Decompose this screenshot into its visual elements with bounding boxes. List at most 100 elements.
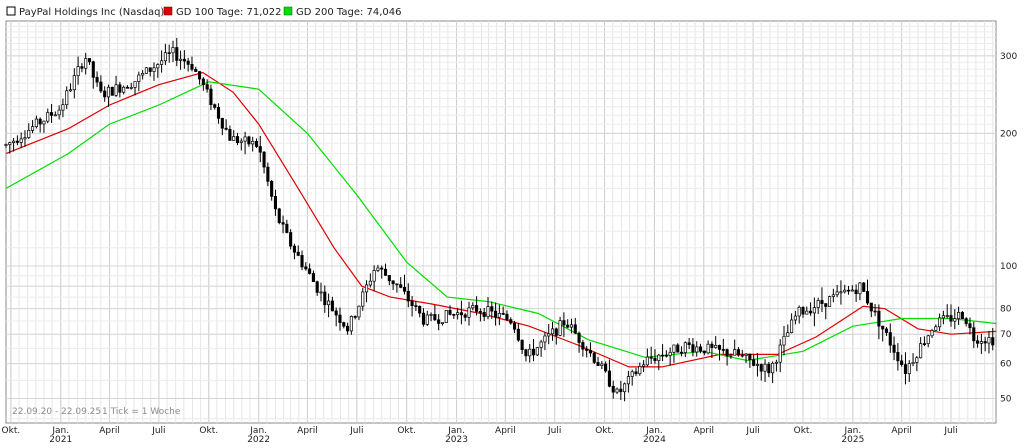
candle-body	[888, 332, 892, 346]
candle-body	[406, 290, 410, 302]
x-tick-label: Jan.	[844, 426, 862, 436]
candle-body	[588, 350, 593, 354]
candle-body	[262, 151, 266, 168]
candle-body	[828, 296, 832, 307]
x-tick-year: 2023	[445, 435, 468, 444]
candle-body	[657, 354, 661, 361]
candle-body	[668, 351, 672, 356]
candle-body	[482, 311, 486, 317]
candle-body	[976, 340, 980, 344]
candle-body	[710, 343, 714, 348]
candle-body	[896, 352, 900, 362]
candle-body	[410, 300, 414, 306]
candle-body	[433, 314, 437, 321]
candle-body	[782, 335, 786, 346]
candle-body	[790, 319, 794, 334]
candle-body	[938, 317, 942, 328]
candle-body	[645, 356, 649, 366]
candle-body	[672, 344, 676, 353]
candle-body	[429, 314, 433, 316]
candle-body	[114, 84, 118, 96]
y-tick-label: 50	[1000, 395, 1012, 405]
candle-body	[649, 356, 653, 359]
x-tick-label: Juli	[547, 426, 561, 436]
candle-body	[630, 371, 634, 377]
candle-body	[224, 127, 228, 130]
candle-body	[364, 284, 369, 293]
candle-body	[160, 60, 164, 65]
x-tick-label: April	[891, 426, 912, 436]
candle-body	[862, 282, 866, 292]
candle-body	[300, 255, 304, 268]
candle-body	[535, 347, 539, 356]
x-tick-label: Juli	[745, 426, 759, 436]
candle-body	[991, 337, 995, 346]
moving-averages	[5, 71, 997, 368]
candle-body	[216, 107, 221, 119]
y-tick-label: 80	[1000, 305, 1012, 315]
candle-body	[509, 319, 513, 324]
candle-body	[801, 306, 805, 315]
candle-body	[357, 305, 361, 318]
candle-body	[125, 86, 129, 89]
candle-body	[569, 324, 574, 328]
candle-body	[103, 90, 107, 98]
x-tick-label: Jan.	[249, 426, 267, 436]
candle-body	[854, 289, 858, 295]
candle-body	[767, 363, 771, 374]
candle-body	[68, 89, 73, 92]
candle-body	[361, 291, 365, 307]
plot-frame	[5, 20, 997, 424]
x-tick-label: Jan.	[447, 426, 465, 436]
candle-body	[471, 305, 475, 309]
candle-body	[592, 352, 596, 363]
candle-body	[475, 305, 479, 312]
candle-body	[786, 332, 790, 337]
candle-body	[247, 136, 251, 145]
candle-body	[152, 67, 156, 72]
candle-body	[626, 376, 630, 385]
candle-body	[778, 344, 782, 363]
candle-body	[452, 314, 456, 316]
candle-body	[744, 353, 748, 356]
candle-body	[110, 86, 114, 96]
candle-body	[960, 312, 964, 319]
candle-body	[42, 120, 46, 125]
x-tick-label: Okt.	[2, 426, 21, 436]
candle-body	[964, 318, 968, 325]
candle-body	[941, 315, 945, 319]
candle-body	[330, 300, 334, 312]
candle-body	[957, 312, 961, 319]
candle-body	[137, 74, 141, 82]
candle-body	[520, 339, 524, 351]
y-tick-label: 60	[1000, 360, 1012, 370]
candle-body	[755, 364, 759, 366]
candle-body	[186, 60, 190, 65]
candle-body	[596, 362, 600, 366]
candle-body	[376, 267, 380, 271]
candle-body	[736, 349, 741, 356]
candle-body	[163, 52, 167, 62]
candle-body	[118, 84, 122, 93]
candle-body	[84, 58, 88, 69]
candle-body	[740, 354, 744, 357]
candle-body	[945, 315, 949, 317]
x-tick-label: Okt.	[199, 426, 218, 436]
candle-body	[467, 307, 471, 318]
candle-body	[501, 313, 505, 315]
candle-body	[4, 144, 8, 146]
candle-body	[987, 337, 991, 344]
candle-body	[281, 222, 285, 225]
candle-body	[368, 280, 372, 286]
candle-body	[661, 354, 665, 357]
candle-body	[554, 328, 558, 336]
candle-body	[642, 364, 646, 367]
candle-body	[292, 245, 296, 253]
candle-body	[676, 344, 680, 353]
candle-body	[285, 223, 289, 233]
candle-body	[949, 315, 953, 322]
candle-body	[220, 117, 224, 129]
candle-body	[349, 316, 353, 332]
